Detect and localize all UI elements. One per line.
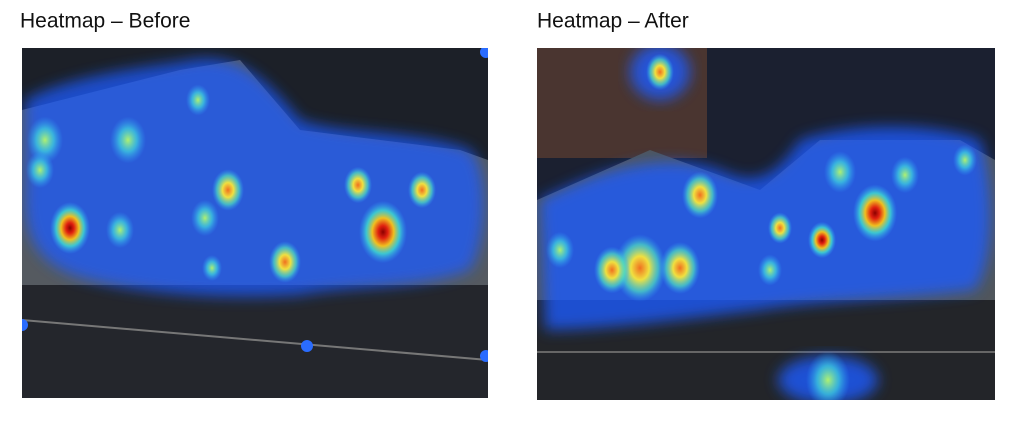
heat-spot — [891, 156, 919, 194]
heat-spot — [953, 144, 977, 176]
panel-title: Heatmap – After — [537, 10, 689, 33]
heat-spot — [344, 166, 372, 204]
heat-spot — [682, 171, 718, 219]
heat-spot — [614, 234, 666, 302]
heat-dot — [480, 48, 488, 58]
road-marking — [22, 319, 488, 361]
heat-spot — [186, 84, 210, 116]
heat-spot — [269, 241, 301, 283]
heat-spot — [758, 254, 782, 286]
panel-title: Heatmap – Before — [20, 10, 190, 33]
heat-spot — [26, 151, 54, 189]
heat-spot — [808, 221, 836, 259]
heat-spot — [768, 212, 792, 244]
heat-spot — [594, 246, 630, 294]
heat-spot — [106, 211, 134, 249]
heat-spot — [806, 351, 850, 400]
heatmap-before — [22, 48, 488, 398]
heatmap-after — [537, 48, 995, 400]
heat-spot — [546, 231, 574, 269]
heat-dot — [480, 350, 488, 362]
heat-spot — [359, 200, 407, 264]
heat-dot — [22, 319, 28, 331]
road — [22, 285, 488, 398]
heat-spot — [202, 255, 222, 281]
heat-spot — [408, 171, 436, 209]
heat-spot — [646, 53, 674, 91]
heat-spot — [853, 184, 897, 242]
heat-spot — [824, 151, 856, 193]
heat-spot — [660, 242, 700, 294]
heat-spot — [191, 199, 219, 237]
heat-spot — [50, 202, 90, 254]
heat-spot — [27, 116, 63, 164]
heat-spot — [212, 169, 244, 211]
heat-spot — [110, 116, 146, 164]
heat-dot — [301, 340, 313, 352]
